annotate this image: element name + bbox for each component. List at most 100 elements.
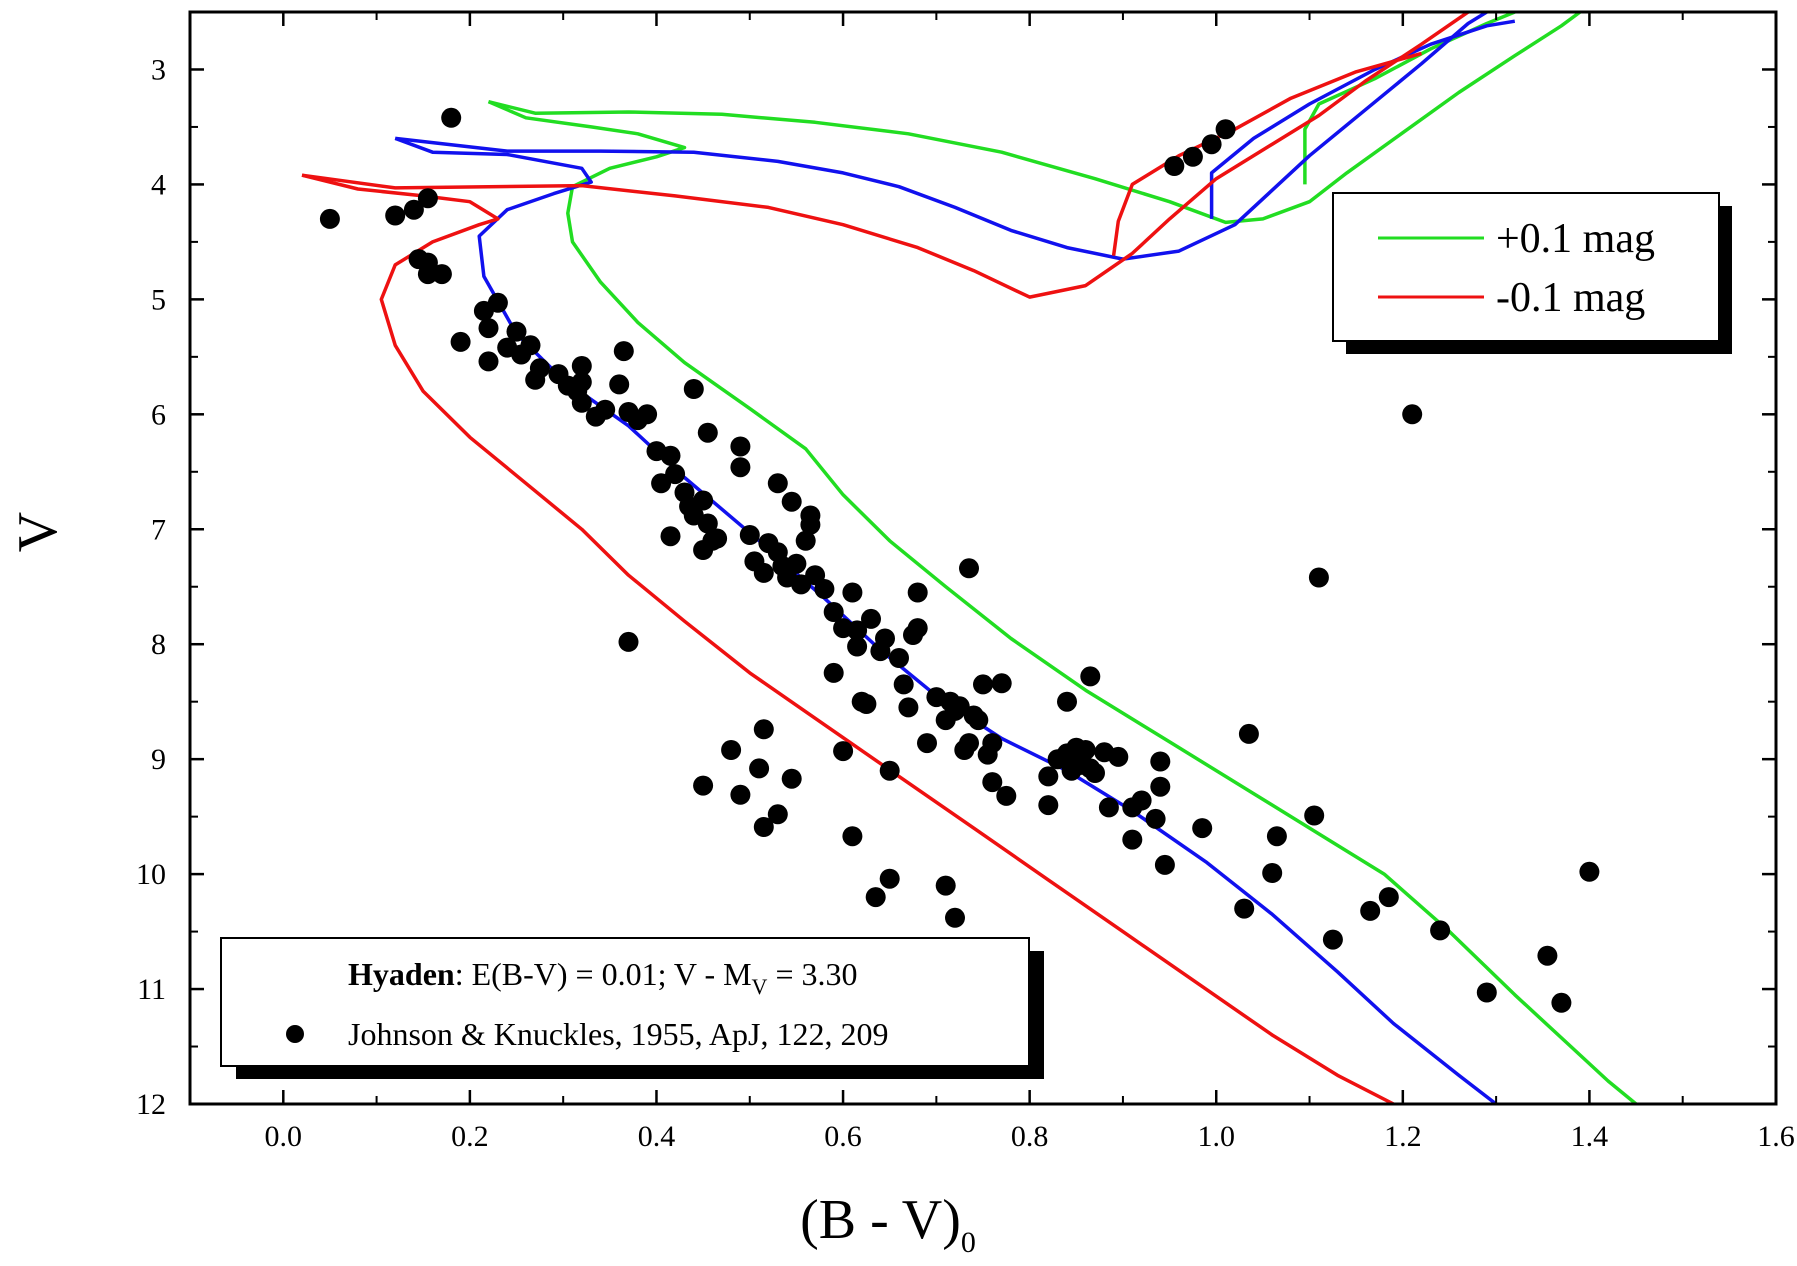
- star-point-49: [730, 457, 751, 478]
- star-point-138: [1192, 818, 1213, 839]
- star-point-97: [991, 673, 1012, 694]
- star-point-72: [856, 694, 877, 714]
- star-point-36: [665, 464, 686, 485]
- y-tick-label: 8: [151, 628, 166, 661]
- star-point-99: [823, 662, 844, 683]
- isochrone-line-6: [301, 173, 1395, 1104]
- star-point-112: [879, 868, 900, 889]
- star-point-45: [693, 540, 714, 560]
- info-box: Hyaden: E(B-V) = 0.01; V - MV = 3.30 Joh…: [220, 937, 1044, 1079]
- y-axis-title: V: [7, 512, 69, 552]
- star-point-105: [767, 804, 788, 825]
- star-point-125: [1057, 691, 1077, 712]
- legend: +0.1 mag -0.1 mag: [1332, 192, 1732, 354]
- isochrone-line-0: [487, 100, 1638, 1104]
- star-point-102: [753, 719, 774, 740]
- star-point-129: [1108, 746, 1129, 767]
- star-point-15: [506, 321, 527, 342]
- star-point-155: [1182, 146, 1203, 167]
- y-tick-label: 9: [151, 743, 166, 776]
- isochrone-line-5: [1209, 19, 1516, 219]
- x-tick-label: 1.2: [1384, 1120, 1422, 1153]
- star-point-73: [861, 608, 881, 629]
- star-point-44: [707, 528, 728, 549]
- star-point-13: [478, 351, 499, 372]
- star-point-114: [945, 907, 965, 928]
- star-point-113: [935, 875, 956, 896]
- star-point-48: [730, 436, 751, 457]
- isochrone-line-2: [1303, 12, 1516, 185]
- star-point-95: [982, 733, 1003, 754]
- star-point-70: [847, 636, 868, 657]
- star-point-24: [571, 356, 592, 376]
- star-point-98: [996, 785, 1017, 806]
- info-title-params: : E(B-V) = 0.01; V - M: [455, 956, 752, 992]
- star-point-137: [1038, 795, 1059, 816]
- star-point-144: [1308, 567, 1329, 588]
- star-point-9: [450, 331, 471, 352]
- isochrone-line-3: [394, 136, 1498, 1104]
- star-point-42: [697, 513, 718, 534]
- star-point-139: [1234, 898, 1255, 919]
- star-point-149: [1430, 920, 1451, 941]
- star-point-29: [613, 341, 634, 362]
- star-point-82: [917, 733, 937, 754]
- star-point-62: [800, 514, 821, 535]
- info-marker-label: Johnson & Knuckles, 1955, ApJ, 122, 209: [348, 1016, 888, 1052]
- x-axis-title-main: (B - V): [800, 1189, 961, 1251]
- star-point-77: [893, 674, 914, 695]
- x-axis-title: (B - V)0: [800, 1189, 976, 1259]
- star-point-132: [1131, 790, 1152, 811]
- star-point-136: [1154, 854, 1175, 875]
- star-point-1: [385, 205, 406, 226]
- star-point-23: [571, 392, 592, 413]
- x-tick-label: 1.6: [1757, 1120, 1795, 1153]
- star-point-80: [907, 582, 928, 603]
- star-point-133: [1145, 808, 1166, 829]
- star-point-47: [697, 422, 718, 443]
- info-title-cluster: Hyaden: [348, 956, 455, 992]
- star-point-17: [511, 344, 532, 365]
- star-point-130: [1122, 829, 1143, 850]
- plot-frame: [188, 10, 1778, 1106]
- star-point-69: [847, 620, 868, 641]
- legend-label-minus: -0.1 mag: [1496, 275, 1645, 321]
- isochrone-line-1: [488, 12, 1582, 225]
- star-point-65: [814, 579, 835, 599]
- star-point-153: [1579, 861, 1600, 882]
- star-point-93: [973, 674, 993, 695]
- y-tick-label: 4: [151, 168, 166, 201]
- star-point-154: [1164, 156, 1185, 176]
- star-point-101: [749, 758, 770, 779]
- star-point-128: [1098, 797, 1119, 818]
- star-point-58: [786, 553, 807, 574]
- star-point-78: [898, 697, 919, 718]
- star-point-148: [1402, 404, 1423, 425]
- info-title-subscript: V: [752, 974, 768, 999]
- star-point-107: [753, 817, 774, 837]
- star-point-3: [417, 188, 438, 209]
- star-point-156: [1201, 134, 1222, 155]
- star-point-150: [1476, 982, 1497, 1003]
- star-point-11: [487, 292, 508, 313]
- y-tick-label: 7: [151, 513, 166, 546]
- star-points: [319, 107, 1600, 1013]
- star-point-100: [721, 740, 742, 760]
- star-point-109: [842, 826, 863, 847]
- y-tick-label: 10: [136, 858, 166, 891]
- info-marker-dot: [286, 1025, 304, 1043]
- star-point-52: [753, 562, 774, 583]
- star-point-134: [1150, 776, 1171, 797]
- star-point-25: [571, 372, 592, 393]
- star-point-111: [865, 887, 886, 908]
- y-tick-label: 12: [136, 1088, 166, 1121]
- y-tick-label: 3: [151, 53, 166, 86]
- star-point-2: [403, 199, 424, 220]
- x-tick-label: 0.8: [1011, 1120, 1049, 1153]
- star-point-68: [842, 582, 863, 603]
- star-point-142: [1266, 826, 1287, 847]
- star-point-103: [693, 775, 714, 796]
- star-point-116: [1038, 766, 1059, 787]
- star-point-145: [1322, 929, 1343, 950]
